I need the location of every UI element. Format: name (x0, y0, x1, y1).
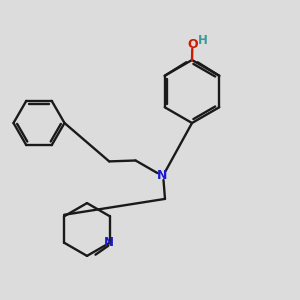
Text: O: O (187, 38, 198, 51)
Text: H: H (198, 34, 207, 47)
Text: N: N (104, 236, 114, 249)
Text: N: N (157, 169, 167, 182)
